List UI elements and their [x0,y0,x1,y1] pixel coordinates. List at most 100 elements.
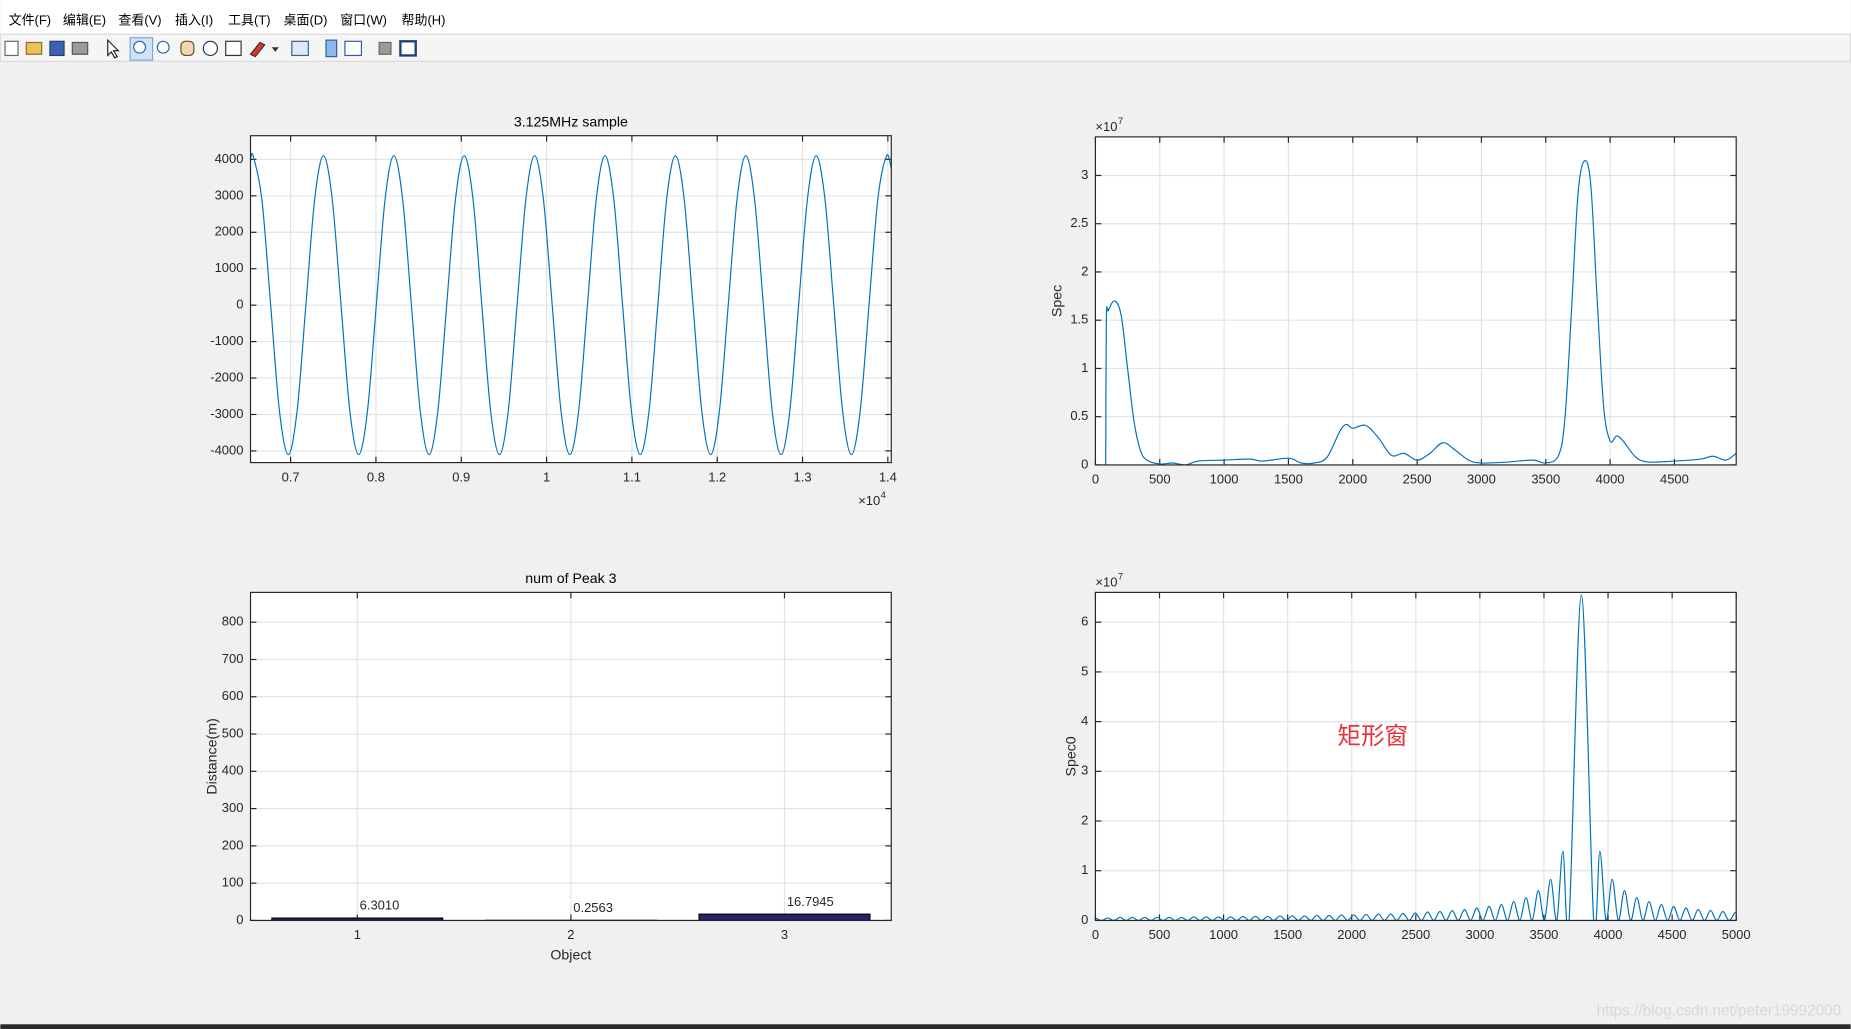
plot-area [1095,136,1737,465]
pan-icon[interactable] [180,40,195,57]
x-tick-label: 1.3 [794,469,812,484]
y-tick-label: 3000 [215,187,244,202]
y-tick-label: 500 [222,725,244,740]
bar-value-label: 0.2563 [573,900,613,915]
y-tick-label: 800 [222,614,244,629]
axes: 0.7 0.8 0.9 1 1.1 1.2 1.3 1.4 -4000 -3000 -2000 -10… [210,114,897,507]
x-axis-label: Object [550,948,591,964]
x-tick-label: 3000 [1465,927,1494,942]
menu-item[interactable]: 插入(I) [175,13,213,28]
y-tick-label: 1000 [215,260,244,275]
link-icon[interactable] [291,40,309,57]
rotate-icon[interactable] [202,40,219,57]
x-scale-base: ×10 [858,493,880,508]
y-tick-label: 1.5 [1070,312,1088,327]
save-icon[interactable] [49,40,65,57]
zoom-in-icon[interactable] [133,40,147,54]
hide-tools-icon[interactable] [378,41,392,55]
menu-item[interactable]: 窗口(W) [340,13,387,28]
toolbar-icons [4,37,417,61]
new-icon[interactable] [4,40,19,57]
x-tick-label: 1 [354,927,361,942]
menu-bar [0,0,1851,35]
y-axis-label: Spec0 [1064,736,1080,776]
y-axis-label: Spec [1049,285,1065,317]
open-icon[interactable] [25,41,43,55]
x-tick-label: 4500 [1658,927,1687,942]
axes: 1 2 3 0 100 200 300 400 500 600 700 800 6.3010 0.2563… [204,571,892,964]
x-tick-label: 2000 [1338,472,1367,487]
print-icon[interactable] [71,41,89,55]
y-scale-exponent: 7 [1118,572,1123,583]
y-tick-label: -4000 [210,442,243,457]
data-line [1095,594,1736,921]
x-tick-label: 3500 [1531,472,1560,487]
menu-item[interactable]: 桌面(D) [284,13,328,28]
y-tick-label: 0.5 [1070,408,1088,423]
y-scale-base: ×10 [1095,119,1117,134]
zoom-out-icon[interactable] [156,40,170,54]
y-tick-label: -2000 [210,369,243,384]
taskbar-edge [0,1024,1851,1029]
colorbar-icon[interactable] [325,39,338,58]
pointer-icon[interactable] [107,38,120,59]
y-tick-label: 600 [222,688,244,703]
x-tick-label: 2 [567,927,574,942]
y-tick-label: 400 [222,763,244,778]
bar-value-label: 16.7945 [787,894,834,909]
brush-dropdown[interactable] [271,47,279,52]
data-line [1105,160,1737,465]
y-axis-label: Distance(m) [204,718,220,794]
y-scale-base: ×10 [1095,574,1117,589]
axes-title: num of Peak 3 [525,571,616,587]
x-tick-label: 0.8 [367,469,385,484]
y-tick-label: 1 [1081,360,1088,375]
x-tick-label: 1.4 [879,469,897,484]
menu-item[interactable]: 查看(V) [118,13,161,28]
x-tick-label: 2500 [1401,927,1430,942]
x-tick-label: 2500 [1403,472,1432,487]
menu-item[interactable]: 编辑(E) [63,13,106,28]
x-tick-label: 0 [1092,927,1099,942]
x-tick-label: 4000 [1596,472,1625,487]
data-line [250,152,892,456]
x-tick-label: 0.9 [452,469,470,484]
y-tick-label: 3 [1081,763,1088,778]
y-tick-label: 2.5 [1070,215,1088,230]
y-tick-label: 2 [1081,812,1088,827]
x-tick-label: 1.1 [623,469,641,484]
x-tick-label: 0.7 [282,469,300,484]
y-tick-label: 4000 [215,151,244,166]
bar [698,913,871,922]
x-tick-label: 5000 [1722,927,1751,942]
menu-item[interactable]: 工具(T) [228,13,271,28]
x-tick-label: 1500 [1273,927,1302,942]
axes-box [249,135,892,464]
y-tick-label: -3000 [210,406,243,421]
x-tick-label: 1 [543,469,550,484]
axes: 0 500 1000 1500 2000 2500 3000 3500 4000 4500 5000… [1064,572,1751,943]
axes: 0 500 1000 1500 2000 2500 3000 3500 4000 4500 0 0.5… [1049,116,1737,487]
legend-icon[interactable] [344,40,363,57]
menu-item[interactable]: 帮助(H) [402,13,446,28]
x-tick-label: 3000 [1467,472,1496,487]
show-tools-icon[interactable] [399,40,417,57]
y-tick-label: 0 [236,912,243,927]
y-tick-label: 700 [222,651,244,666]
brush-icon[interactable] [249,41,266,58]
menu-item[interactable]: 文件(F) [9,13,52,28]
axes-title: 3.125MHz sample [514,114,628,130]
y-tick-label: 100 [222,875,244,890]
annotation: 矩形窗 [1337,722,1408,750]
x-tick-label: 3 [781,927,788,942]
axes-box [249,591,892,922]
x-tick-label: 1000 [1210,472,1239,487]
y-tick-label: 6 [1081,614,1088,629]
x-tick-label: 4000 [1594,927,1623,942]
x-tick-label: 1.2 [708,469,726,484]
x-tick-label: 500 [1149,927,1171,942]
datatip-icon[interactable] [225,40,242,57]
y-tick-label: 2 [1081,263,1088,278]
